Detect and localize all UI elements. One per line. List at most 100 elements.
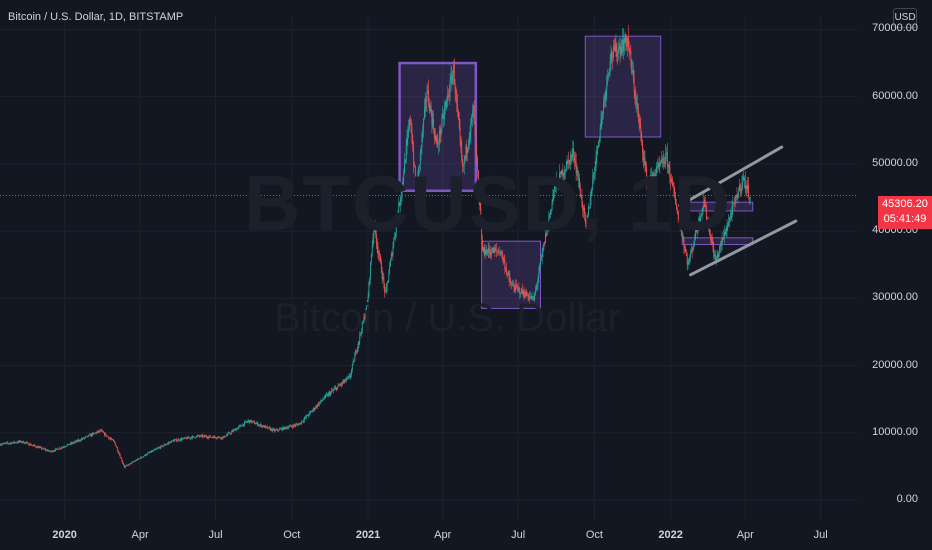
candle-body (197, 435, 199, 437)
candle-body (385, 286, 387, 292)
candle-body (223, 435, 225, 438)
candle-body (318, 402, 320, 406)
candle-body (183, 438, 185, 439)
candle-body (191, 436, 193, 439)
candle-body (46, 449, 48, 451)
candle-body (331, 390, 333, 392)
candle-body (537, 278, 539, 284)
candle-body (394, 232, 396, 238)
candle-body (738, 191, 740, 199)
candle-body (501, 251, 503, 259)
candle-body (259, 424, 260, 426)
candle-body (580, 195, 582, 197)
candle-body (657, 163, 659, 168)
candle-body (460, 137, 462, 149)
candle-body (53, 450, 55, 452)
candle-body (710, 239, 712, 241)
candle-body (422, 130, 424, 135)
candle-body (83, 437, 85, 439)
candle-body (283, 426, 285, 430)
candle-body (401, 183, 403, 194)
candle-body (363, 316, 365, 322)
candle-body (431, 113, 433, 125)
candle-body (639, 121, 641, 128)
candle-body (70, 442, 71, 445)
candle-body (234, 429, 236, 431)
candle-body (77, 440, 79, 442)
candle-body (737, 196, 739, 199)
candle-body (255, 423, 257, 425)
candle-body (746, 185, 748, 189)
candle-body (515, 284, 517, 291)
candle-body (676, 210, 678, 214)
candle-body (693, 243, 695, 247)
candle-body (121, 458, 123, 462)
annotation-rectangle (584, 35, 662, 138)
candle-body (480, 209, 482, 223)
candle-body (496, 249, 498, 251)
candle-body (729, 216, 731, 218)
candle-body (163, 444, 165, 446)
candle-body (437, 142, 439, 145)
candle-body (473, 105, 475, 125)
candle-body (225, 436, 226, 438)
candle-body (685, 251, 687, 257)
candle-body (734, 196, 736, 204)
candle-body (50, 450, 52, 452)
candle-body (610, 52, 612, 62)
candle-body (310, 411, 312, 413)
candle-body (443, 114, 444, 119)
candle-body (299, 422, 301, 424)
candle-body (617, 53, 619, 57)
candle-body (29, 443, 31, 446)
candle-body (722, 237, 724, 240)
candle-body (406, 139, 408, 146)
currency-button[interactable]: USD (893, 8, 917, 28)
candle-body (392, 246, 394, 256)
candle-body (536, 283, 538, 286)
candle-body (338, 384, 340, 386)
candle-body (260, 424, 262, 427)
candle-body (438, 143, 439, 145)
candle-body (75, 441, 77, 442)
candle-body (555, 179, 557, 187)
candle-body (614, 46, 616, 52)
candle-body (467, 144, 469, 148)
candle-body (685, 248, 687, 252)
candle-body (641, 131, 643, 141)
candle-body (433, 119, 435, 131)
candle-body (624, 33, 626, 43)
candle-body (558, 184, 560, 186)
candle-body (219, 436, 221, 438)
candle-body (573, 148, 575, 156)
candle-body (74, 441, 76, 443)
candle-body (123, 465, 125, 468)
candle-body (491, 252, 493, 255)
trendline (689, 219, 798, 277)
candle-body (449, 79, 451, 94)
candle-body (203, 435, 205, 437)
candle-body (123, 463, 124, 466)
candle-body (115, 444, 117, 447)
candle-body (33, 445, 35, 446)
candle-body (189, 437, 191, 439)
candle-body (357, 343, 359, 349)
candle-body (202, 435, 204, 437)
candle-body (427, 90, 429, 93)
x-tick-label: Jul (511, 529, 526, 541)
candle-body (3, 443, 5, 444)
candle-body (643, 158, 645, 160)
candle-body (295, 424, 297, 426)
candle-body (128, 464, 129, 466)
candle-body (55, 448, 57, 450)
candle-body (279, 428, 281, 430)
candle-body (603, 97, 605, 103)
candle-body (405, 145, 407, 162)
candle-body (521, 288, 523, 294)
candle-body (172, 440, 174, 442)
candle-body (554, 184, 556, 187)
candle-body (615, 42, 617, 52)
candle-body (268, 427, 270, 429)
candle-body (564, 170, 566, 172)
